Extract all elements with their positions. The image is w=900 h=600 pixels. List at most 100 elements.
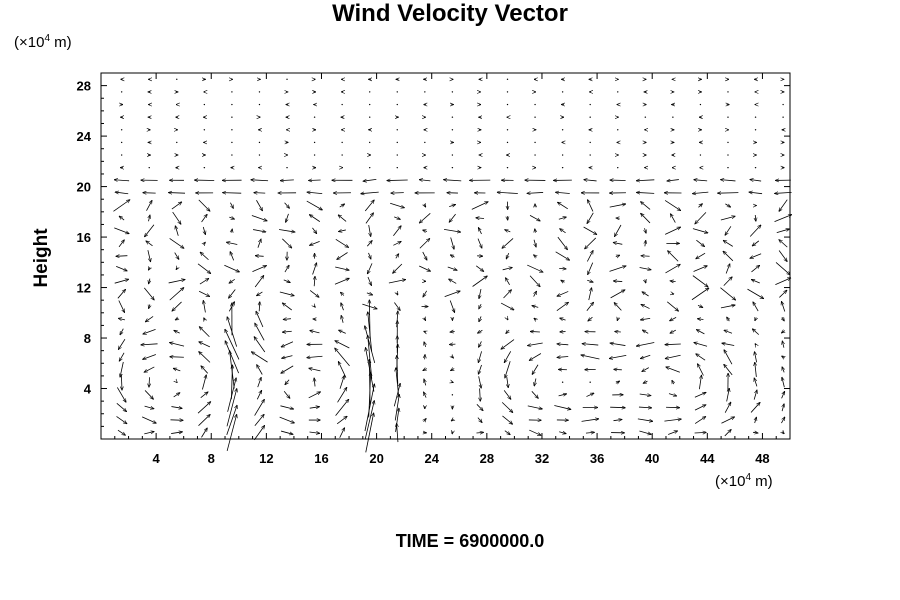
wind-vector — [116, 387, 126, 402]
wind-vector — [280, 180, 294, 181]
wind-vector — [118, 338, 126, 349]
wind-vector — [500, 302, 514, 310]
wind-vector — [725, 264, 730, 274]
wind-vector — [504, 351, 512, 362]
wind-vector — [365, 326, 376, 364]
wind-vector — [230, 252, 235, 261]
wind-vector — [279, 229, 295, 232]
wind-vector — [530, 331, 540, 332]
vector-dot — [369, 91, 371, 93]
wind-vector — [444, 180, 462, 181]
wind-vector — [363, 179, 377, 181]
wind-vector — [557, 236, 568, 250]
wind-vector — [751, 279, 760, 284]
wind-vector — [176, 268, 177, 270]
wind-vector — [423, 369, 427, 371]
vector-dot — [369, 103, 371, 106]
wind-vector — [254, 414, 264, 427]
wind-vector — [200, 392, 208, 399]
wind-vector — [449, 213, 456, 222]
wind-vector — [149, 215, 150, 222]
vector-dot — [148, 166, 150, 169]
wind-vector — [584, 180, 597, 181]
wind-vector — [255, 256, 264, 257]
wind-vector — [281, 365, 294, 373]
wind-vector — [314, 378, 315, 387]
vector-dot — [617, 129, 619, 131]
vector-dot — [396, 154, 398, 156]
wind-vector — [306, 200, 323, 210]
wind-vector — [201, 214, 208, 223]
chart-title: Wind Velocity Vector — [332, 0, 568, 27]
wind-vector — [725, 226, 732, 235]
wind-vector — [174, 330, 180, 333]
vector-dot — [534, 116, 536, 118]
wind-vector — [781, 331, 784, 333]
wind-vector — [720, 305, 735, 309]
vector-dot — [451, 116, 454, 118]
wind-vector — [782, 367, 784, 373]
wind-vector — [227, 242, 238, 245]
wind-vector — [149, 278, 150, 284]
wind-vector — [694, 432, 707, 433]
wind-vector — [778, 250, 787, 261]
wind-vector — [281, 341, 294, 347]
wind-vector — [115, 192, 129, 194]
wind-vector — [279, 416, 295, 423]
vector-dot — [258, 154, 261, 156]
wind-vector — [226, 414, 237, 452]
wind-vector — [776, 229, 790, 233]
wind-vector — [256, 390, 261, 400]
vector-dot — [451, 91, 454, 93]
wind-vector — [393, 263, 403, 273]
wind-vector — [423, 290, 428, 297]
wind-vector — [534, 239, 536, 247]
wind-vector — [641, 213, 651, 224]
vector-dot — [644, 116, 647, 118]
wind-vector — [587, 200, 594, 212]
wind-vector — [585, 432, 594, 433]
wind-vector — [387, 180, 408, 181]
wind-vector — [171, 407, 182, 409]
wind-vector — [364, 384, 374, 432]
x-tick-label: 40 — [645, 451, 659, 466]
y-tick-label: 16 — [77, 230, 91, 245]
wind-vector — [118, 318, 126, 320]
wind-vector — [527, 264, 543, 272]
wind-vector — [507, 318, 508, 319]
vector-dot — [506, 103, 509, 106]
wind-vector — [588, 262, 594, 275]
wind-vector — [502, 238, 514, 248]
wind-vector — [203, 226, 205, 235]
wind-vector — [724, 364, 733, 376]
wind-vector — [284, 202, 290, 209]
wind-vector — [615, 331, 621, 332]
wind-vector — [749, 192, 763, 194]
wind-vector — [170, 343, 185, 347]
wind-vector — [367, 263, 373, 273]
wind-vector — [779, 199, 788, 212]
wind-vector — [781, 391, 785, 399]
wind-vector — [232, 229, 233, 232]
wind-vector — [555, 192, 570, 193]
wind-vector — [670, 214, 676, 223]
wind-vector — [146, 241, 153, 247]
wind-vector — [693, 266, 708, 272]
wind-vector — [252, 266, 266, 273]
wind-vector — [283, 280, 291, 283]
wind-vector — [251, 180, 269, 181]
wind-vector — [478, 330, 483, 333]
wind-vector — [475, 265, 483, 272]
wind-vector — [642, 367, 649, 372]
wind-vector — [505, 278, 510, 285]
wind-vector — [282, 238, 291, 248]
wind-vector — [336, 416, 347, 425]
wind-vector — [286, 213, 289, 222]
vector-dot — [534, 141, 536, 144]
wind-vector — [199, 278, 209, 285]
time-label: TIME = 6900000.0 — [395, 531, 545, 551]
wind-vector — [259, 302, 260, 312]
wind-vector — [229, 217, 234, 219]
wind-vector — [369, 252, 371, 259]
